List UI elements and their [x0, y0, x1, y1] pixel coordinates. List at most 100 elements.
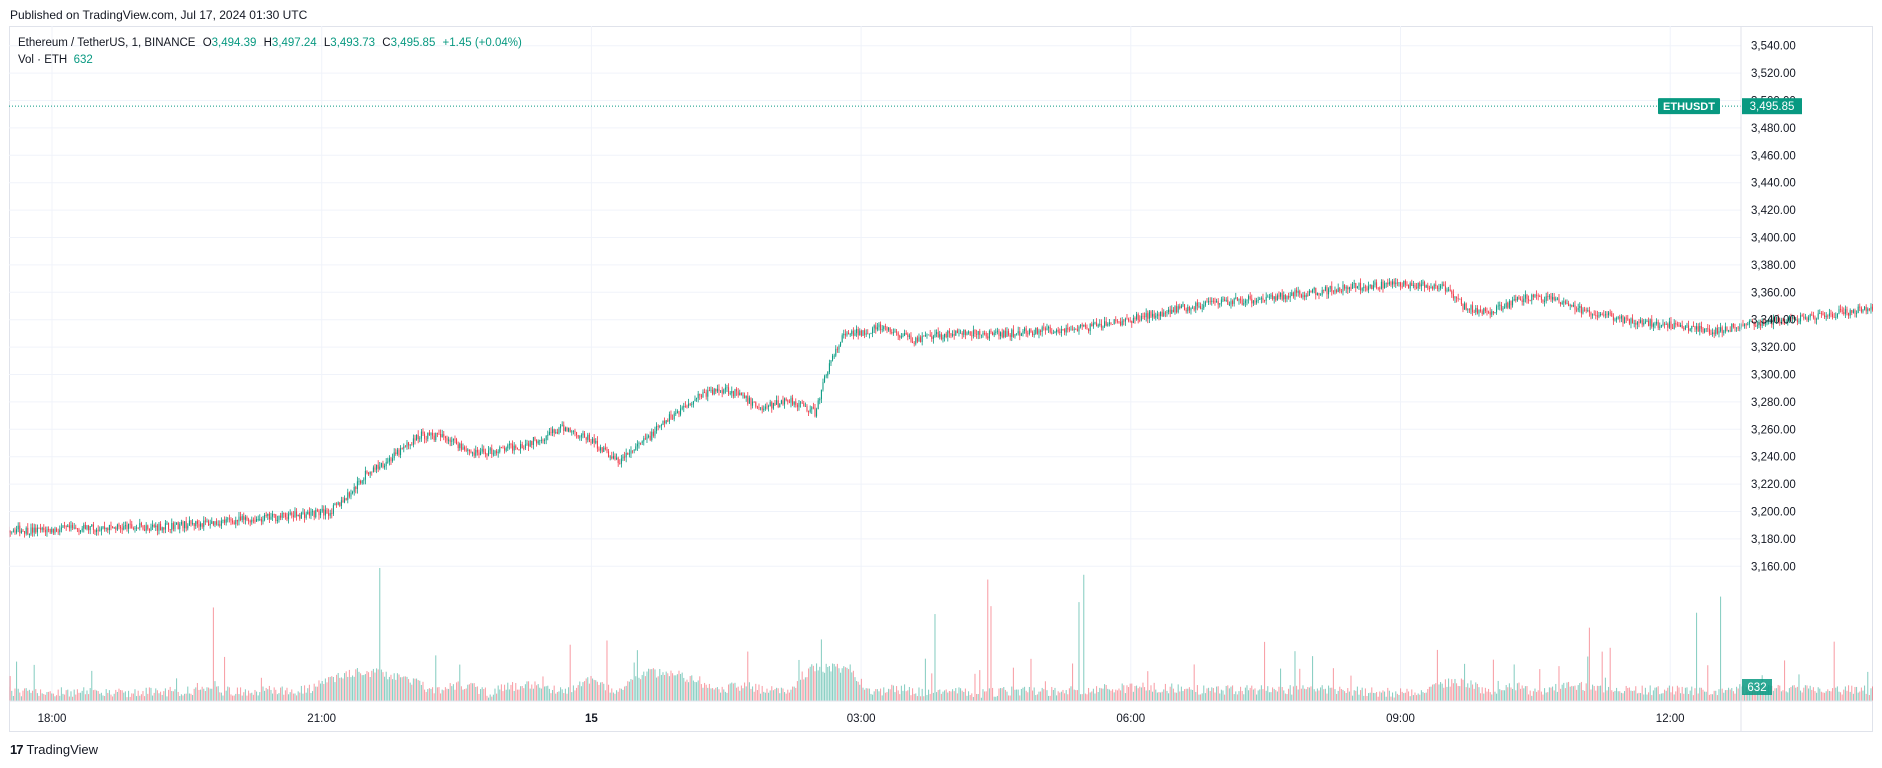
volume-bar-1003 [1494, 691, 1496, 701]
volume-bar-184 [184, 693, 186, 701]
volume-bar-817 [1196, 685, 1198, 701]
volume-bar-386 [507, 682, 509, 701]
volume-bar-940 [1393, 697, 1395, 701]
volume-bar-1041 [1555, 683, 1557, 701]
volume-bar-981 [1459, 686, 1461, 701]
volume-bar-971 [1443, 687, 1445, 701]
volume-bar-851 [1251, 685, 1253, 701]
volume-bar-571 [803, 679, 805, 701]
chart-frame[interactable] [9, 26, 1873, 732]
candle-275 [329, 509, 331, 519]
candle-body [377, 464, 379, 469]
volume-bar-408 [542, 676, 544, 701]
volume-bar-1183 [1782, 690, 1784, 701]
volume-bar-281 [339, 677, 341, 701]
candle-body [59, 529, 61, 533]
volume-bar-375 [489, 694, 491, 701]
volume-bar-114 [72, 696, 74, 701]
candle-100 [49, 528, 51, 534]
volume-bar-392 [516, 689, 518, 701]
volume-bar-556 [779, 693, 781, 701]
volume-bar-1048 [1566, 682, 1568, 701]
volume-bar-337 [428, 688, 430, 701]
volume-bar-330 [417, 680, 419, 701]
volume-bar-462 [628, 681, 630, 701]
volume-bar-456 [619, 688, 621, 701]
candle-116 [75, 524, 77, 530]
candle-349 [448, 436, 450, 445]
candle-346 [443, 430, 445, 441]
volume-bar-82 [20, 696, 22, 701]
volume-bar-772 [1124, 693, 1126, 701]
price-chart[interactable]: 3,540.003,520.003,500.003,480.003,460.00… [9, 26, 1873, 732]
volume-bar-479 [656, 677, 658, 701]
volume-bar-1122 [1684, 687, 1686, 701]
volume-bar-367 [476, 686, 478, 701]
volume-bar-1026 [1531, 695, 1533, 701]
volume-bar-674 [968, 691, 970, 701]
candle-body [382, 463, 384, 468]
volume-bar-745 [1081, 694, 1083, 701]
candle-153 [134, 525, 136, 533]
volume-bar-146 [123, 692, 125, 701]
candle-320 [401, 447, 403, 450]
volume-bar-1127 [1692, 695, 1694, 701]
volume-bar-583 [822, 671, 824, 701]
volume-bar-487 [668, 676, 670, 701]
candle-body [188, 520, 190, 526]
volume-bar-416 [555, 693, 557, 701]
volume-bar-662 [948, 690, 950, 701]
candle-body [320, 511, 322, 516]
candle-181 [179, 522, 181, 534]
volume-bar-441 [595, 680, 597, 701]
candle-160 [145, 522, 147, 534]
candle-body [100, 528, 102, 531]
volume-bar-164 [152, 695, 154, 701]
volume-bar-684 [984, 691, 986, 701]
volume-bar-914 [1352, 695, 1354, 701]
volume-bar-1217 [1836, 686, 1838, 701]
volume-bar-588 [830, 671, 832, 701]
volume-bar-104 [56, 695, 58, 701]
volume-bar-501 [691, 675, 693, 701]
volume-bar-799 [1168, 693, 1170, 701]
volume-bar-1181 [1779, 685, 1781, 701]
candle-body [352, 491, 354, 493]
volume-bar-637 [908, 686, 910, 701]
candle-340 [433, 432, 435, 442]
volume-bar-406 [539, 687, 541, 701]
candle-body [249, 520, 251, 523]
volume-bar-469 [640, 679, 642, 701]
volume-bar-1161 [1747, 691, 1749, 701]
candle-body [216, 521, 218, 525]
volume-bar-885 [1305, 689, 1307, 701]
candle-215 [233, 520, 235, 525]
volume-bar-1036 [1547, 692, 1549, 701]
volume-bar-1090 [1633, 690, 1635, 701]
volume-bar-263 [310, 693, 312, 701]
volume-bar-1177 [1772, 690, 1774, 701]
candle-body [313, 511, 315, 518]
volume-bar-494 [680, 673, 682, 701]
volume-bar-412 [548, 688, 550, 701]
volume-bar-714 [1032, 690, 1034, 701]
candle-body [190, 520, 192, 524]
volume-bar-1200 [1809, 685, 1811, 701]
candle-306 [379, 461, 381, 471]
candle-258 [302, 508, 304, 515]
volume-bar-84 [24, 688, 26, 701]
volume-bar-342 [436, 687, 438, 701]
volume-bar-946 [1403, 693, 1405, 701]
candle-268 [318, 509, 320, 520]
candle-body [283, 513, 285, 514]
volume-bar-633 [902, 690, 904, 701]
volume-bar-976 [1451, 679, 1453, 701]
volume-bar-832 [1220, 689, 1222, 701]
candle-338 [430, 432, 432, 440]
candle-131 [99, 526, 101, 532]
volume-bar-553 [774, 689, 776, 701]
candle-192 [196, 519, 198, 528]
candle-324 [408, 441, 410, 450]
volume-bar-664 [952, 689, 954, 701]
candle-84 [24, 531, 26, 538]
